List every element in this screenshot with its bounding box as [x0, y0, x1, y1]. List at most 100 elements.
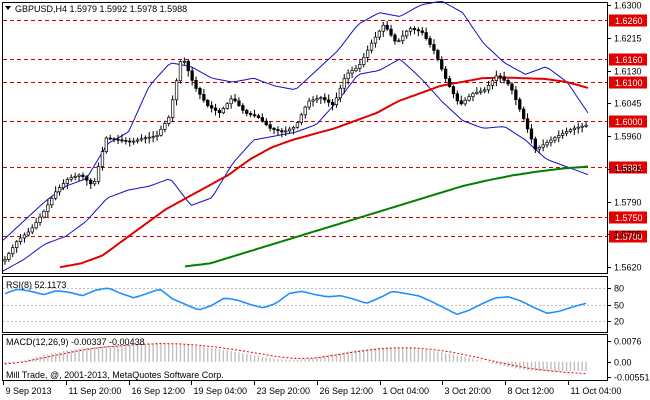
price-candle [276, 126, 280, 136]
candle-body [483, 89, 487, 92]
candle-body [346, 72, 350, 80]
candle-body [217, 110, 222, 114]
candle-body [369, 42, 374, 51]
candle-body [252, 114, 257, 117]
price-candle [377, 29, 381, 41]
candle-body [120, 139, 124, 142]
rsi-axis-label: 20 [614, 317, 624, 327]
candle-body [580, 125, 584, 128]
price-candle [319, 95, 323, 104]
price-candle [366, 45, 370, 63]
candle-body [377, 30, 381, 38]
price-candle [397, 38, 401, 43]
price-candle [182, 57, 187, 65]
price-candle [120, 134, 124, 144]
price-candle [57, 184, 62, 196]
price-candle [213, 103, 218, 116]
price-candle [272, 127, 276, 135]
price-candle [147, 132, 151, 144]
price-candle [155, 130, 159, 141]
price-candle [362, 53, 366, 68]
price-candle [128, 137, 132, 147]
price-candle [311, 96, 315, 107]
time-axis-label: 3 Oct 20:00 [445, 386, 492, 396]
price-candle [455, 90, 459, 105]
candle-body [358, 64, 362, 69]
price-candle [53, 186, 58, 201]
candle-body [514, 89, 518, 100]
candle-body [299, 114, 303, 123]
candle-body [518, 99, 522, 110]
price-candle [295, 121, 300, 129]
candle-body [42, 211, 46, 218]
candle-body [124, 140, 128, 142]
candle-body [529, 128, 534, 140]
candle-body [69, 177, 73, 180]
candle-body [537, 146, 541, 150]
price-level-box [609, 115, 647, 128]
price-candle [159, 125, 163, 137]
price-candle [163, 120, 167, 133]
candle-body [268, 124, 272, 129]
price-candle [77, 173, 81, 182]
candle-body [545, 142, 549, 146]
price-candle [401, 30, 405, 45]
price-candle [89, 177, 93, 190]
candle-body [96, 166, 101, 182]
candle-body [323, 97, 327, 101]
candle-body [303, 106, 307, 116]
candle-body [143, 137, 148, 140]
candle-body [533, 138, 537, 150]
price-candle [167, 115, 171, 127]
price-candle [26, 227, 30, 237]
price-candle [22, 232, 27, 243]
price-candle [198, 86, 202, 100]
candle-body [420, 30, 424, 33]
candle-body [26, 231, 30, 236]
candle-body [128, 140, 132, 143]
candle-body [178, 61, 183, 82]
dropdown-triangle-icon[interactable] [5, 6, 11, 10]
candle-body [264, 120, 268, 126]
candle-body [350, 70, 354, 74]
price-axis-label: 1.6130 [614, 67, 642, 77]
price-candle [475, 87, 479, 95]
price-candle [334, 92, 339, 108]
candle-body [572, 127, 576, 131]
candle-body [506, 79, 510, 85]
price-candle [284, 126, 288, 137]
candle-body [366, 49, 370, 58]
candle-body [354, 67, 358, 72]
price-level-box [609, 211, 647, 224]
time-axis-label: 9 Sep 2013 [6, 386, 52, 396]
macd-label: MACD(12,26,9) -0.00337 -0.00438 [6, 337, 145, 347]
price-axis-label: 1.5705 [614, 230, 642, 240]
candle-body [436, 50, 440, 60]
price-candle [541, 139, 545, 152]
price-candle [358, 58, 362, 73]
candle-body [342, 78, 346, 89]
price-axis-label: 1.6215 [614, 34, 642, 44]
candle-body [553, 137, 557, 141]
candle-body [81, 174, 85, 178]
price-level-box [609, 53, 647, 66]
price-candle [96, 162, 101, 185]
candle-body [206, 99, 210, 106]
price-candle [338, 84, 342, 103]
price-candle [104, 136, 109, 154]
candle-body [225, 103, 229, 109]
price-candle [206, 99, 210, 108]
candle-body [151, 136, 155, 138]
candle-body [249, 113, 253, 116]
price-candle [264, 118, 268, 127]
rsi-line [4, 287, 587, 316]
candle-body [494, 75, 498, 82]
price-axis-label: 1.5620 [614, 263, 642, 273]
rsi-panel-frame [2, 276, 608, 333]
candle-body [334, 97, 339, 106]
bollinger-lower-band [2, 58, 589, 272]
candle-body [428, 38, 432, 45]
candle-body [174, 80, 179, 101]
